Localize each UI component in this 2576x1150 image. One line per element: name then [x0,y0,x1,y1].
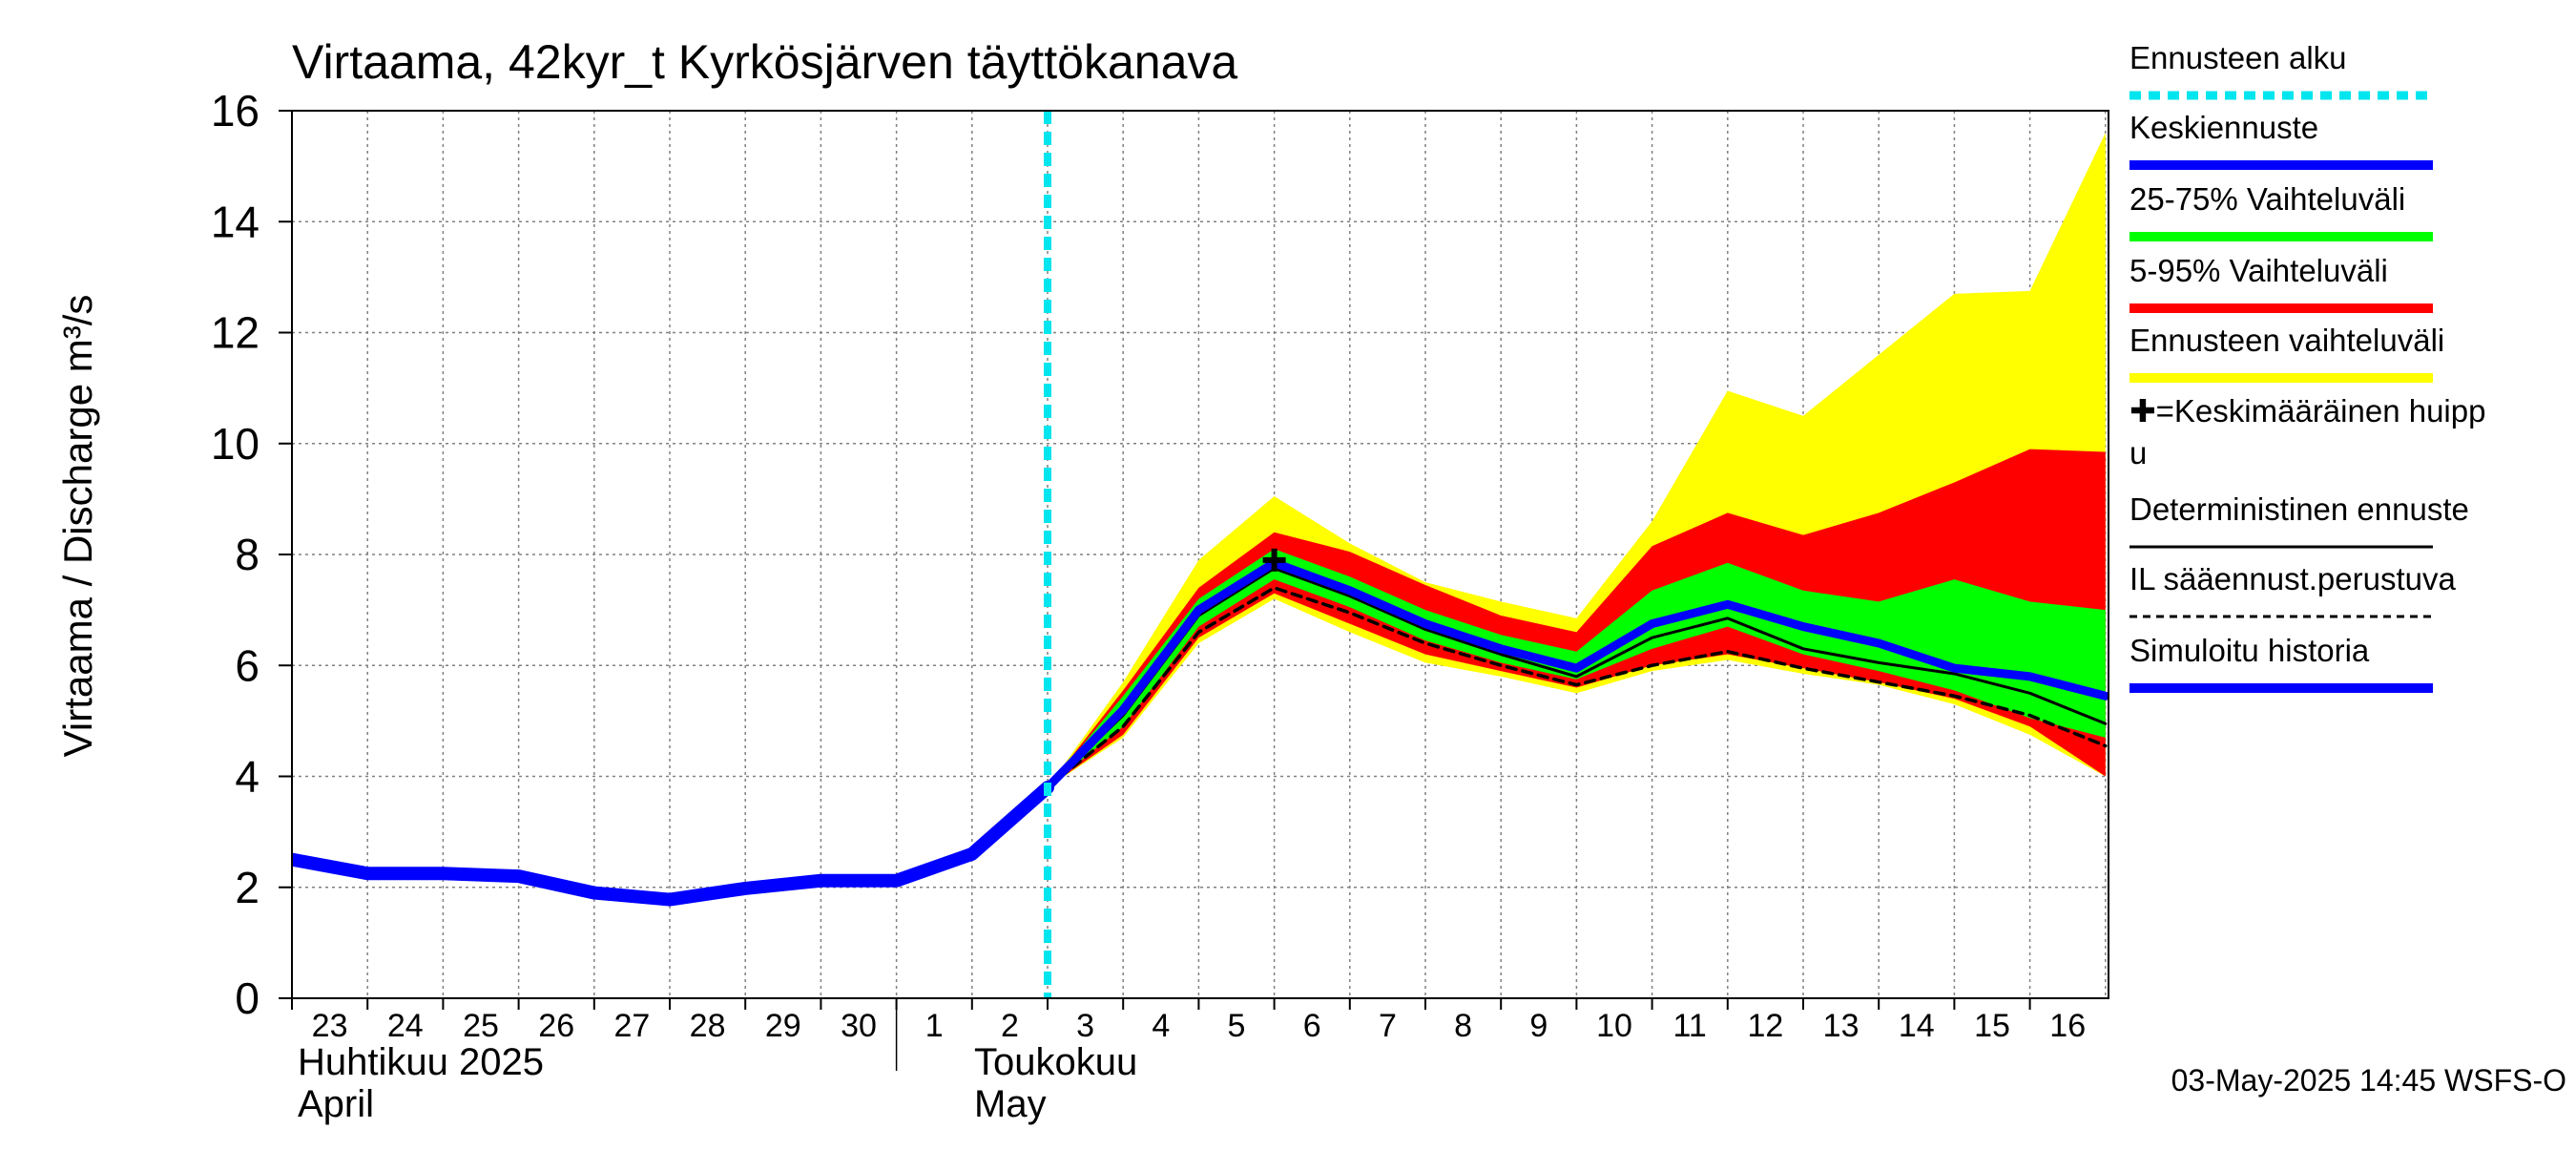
legend-item: Keskiennuste [2129,110,2433,170]
x-tick-label: 6 [1303,1008,1321,1044]
legend-label: Ennusteen vaihteluväli [2129,323,2444,358]
month-label-en: May [974,1083,1047,1125]
month-label-fi: Huhtikuu 2025 [298,1041,544,1083]
x-tick-label: 3 [1076,1008,1094,1044]
x-tick-label: 13 [1823,1008,1859,1044]
y-axis-label: Virtaama / Discharge m³/s [55,295,100,758]
legend-label: ✚=Keskimääräinen huipp [2129,393,2485,429]
legend-label: Ennusteen alku [2129,40,2347,75]
x-tick-label: 15 [1974,1008,2010,1044]
x-tick-label: 5 [1228,1008,1246,1044]
x-tick-label: 27 [613,1008,650,1044]
peak-marker [1262,548,1286,572]
legend-item: 5-95% Vaihteluväli [2129,253,2433,313]
x-tick-label: 8 [1454,1008,1472,1044]
y-tick-label: 6 [235,640,260,690]
legend-item: 25-75% Vaihteluväli [2129,181,2433,241]
line-simuloitu-historia [292,781,1054,907]
x-tick-label: 11 [1673,1008,1707,1044]
legend-label: IL sääennust.perustuva [2129,561,2456,596]
x-tick-label: 10 [1596,1008,1632,1044]
legend-item: Simuloitu historia [2129,633,2433,693]
x-tick-label: 23 [312,1008,348,1044]
chart-title: Virtaama, 42kyr_t Kyrkösjärven täyttökan… [292,35,1237,89]
legend-label: Keskiennuste [2129,110,2318,145]
x-tick-label: 1 [925,1008,944,1044]
line-keskiennuste [1043,558,2109,792]
legend-label: Deterministinen ennuste [2129,491,2469,527]
x-tick-label: 28 [690,1008,726,1044]
x-tick-label: 4 [1152,1008,1170,1044]
legend-label: 25-75% Vaihteluväli [2129,181,2405,217]
legend-item: Ennusteen vaihteluväli [2129,323,2444,383]
legend-item: Ennusteen alku [2129,40,2433,100]
series-layer [292,133,2109,907]
line-deterministinen-ennuste [1046,567,2108,789]
legend-item: ✚=Keskimääräinen huipp u [2129,393,2485,470]
legend-item: Deterministinen ennuste [2129,491,2469,549]
x-tick-label: 7 [1379,1008,1397,1044]
month-label-en: April [298,1083,374,1125]
legend-item: IL sääennust.perustuva [2129,561,2456,618]
x-tick-label: 25 [463,1008,499,1044]
x-tick-label: 14 [1899,1008,1935,1044]
y-tick-label: 14 [211,197,260,246]
x-tick-label: 2 [1001,1008,1019,1044]
x-tick-label: 9 [1529,1008,1548,1044]
month-label-fi: Toukokuu [974,1041,1137,1083]
y-tick-label: 2 [235,863,260,912]
x-tick-label: 30 [841,1008,877,1044]
y-tick-label: 4 [235,752,260,802]
y-tick-label: 8 [235,530,260,579]
x-tick-label: 29 [765,1008,801,1044]
line-il-s-ennust-perustuva [1046,586,2108,789]
timestamp-footer: 03-May-2025 14:45 WSFS-O [2171,1063,2566,1098]
x-tick-label: 24 [387,1008,424,1044]
y-tick-label: 16 [211,86,260,136]
x-tick-label: 26 [538,1008,574,1044]
legend-label: 5-95% Vaihteluväli [2129,253,2388,288]
y-tick-label: 0 [235,973,260,1023]
legend-label: u [2129,435,2147,470]
y-tick-label: 10 [211,419,260,469]
y-tick-label: 12 [211,308,260,358]
legend-label: Simuloitu historia [2129,633,2370,668]
band-5-95-vaihteluv-li [1048,449,2106,788]
x-tick-label: 16 [2049,1008,2086,1044]
x-tick-label: 12 [1747,1008,1783,1044]
